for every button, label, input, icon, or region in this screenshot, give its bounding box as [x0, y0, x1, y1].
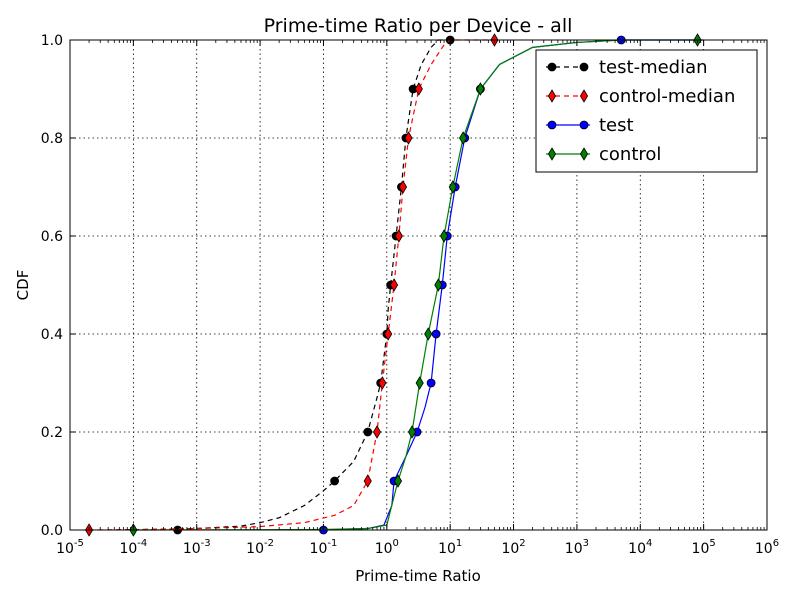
x-tick-label: 10-2 [246, 538, 274, 557]
x-axis-label: Prime-time Ratio [355, 567, 481, 585]
data-point-control [407, 425, 417, 439]
legend-marker-control-median [579, 89, 589, 103]
legend-marker-control [579, 147, 589, 161]
legend-marker-control-median [547, 89, 557, 103]
y-axis-label: CDF [14, 270, 32, 301]
data-point-control [424, 327, 433, 341]
legend-label-control: control [599, 144, 661, 165]
data-point-control-median [378, 376, 387, 390]
data-point-control [434, 278, 443, 292]
data-point-control [448, 180, 457, 194]
legend-marker-test [547, 120, 557, 130]
x-tick-label: 106 [755, 538, 779, 557]
data-point-control-median [372, 425, 382, 439]
y-tick-label: 0.8 [41, 131, 63, 147]
series-line-control-median [89, 39, 495, 531]
y-tick-label: 0.2 [41, 425, 63, 441]
y-tick-label: 0.4 [41, 327, 63, 343]
y-tick-label: 0.0 [41, 523, 63, 539]
data-point-control [476, 82, 485, 96]
axis-ticks: 10-5 10-4 10-3 10-2 10-1 100 101 102 103 104 105 10… [41, 33, 779, 557]
legend-marker-test-median [579, 62, 589, 72]
y-tick-label: 0.6 [41, 229, 63, 245]
plot-frame [69, 39, 768, 531]
x-tick-label: 10-5 [56, 538, 84, 557]
data-point-control [393, 474, 403, 488]
data-point-control-median [384, 327, 393, 341]
x-tick-label: 10-4 [119, 538, 147, 557]
data-point-test [431, 329, 441, 339]
data-point-test [426, 378, 436, 388]
chart-title: Prime-time Ratio per Device - all [264, 15, 573, 37]
y-tick-label: 1.0 [41, 33, 63, 49]
legend-box [535, 49, 758, 173]
legend-marker-test-median [547, 62, 557, 72]
data-point-test-median [363, 427, 373, 437]
data-point-control-median [394, 229, 403, 243]
data-point-control-median [414, 82, 423, 96]
data-point-control-median [404, 131, 413, 145]
x-tick-label: 10-3 [183, 538, 211, 557]
data-point-test-median [330, 476, 340, 486]
legend-marker-control [547, 147, 557, 161]
x-tick-label: 102 [501, 538, 525, 557]
data-point-control [415, 376, 424, 390]
legend-marker-test [579, 120, 589, 130]
x-tick-label: 10-1 [310, 538, 338, 557]
data-point-control [439, 229, 449, 243]
legend: test-median control-median test control [535, 49, 758, 173]
series-control-median [85, 33, 499, 537]
x-tick-label: 101 [438, 538, 462, 557]
legend-label-test-median: test-median [599, 57, 708, 78]
legend-label-control-median: control-median [599, 86, 735, 107]
data-point-control [459, 131, 468, 145]
x-tick-label: 103 [565, 538, 589, 557]
data-point-control-median [398, 180, 408, 194]
legend-label-test: test [599, 115, 634, 136]
x-tick-label: 105 [692, 538, 716, 557]
x-tick-label: 100 [375, 538, 399, 557]
data-point-control-median [389, 278, 399, 292]
x-tick-label: 104 [628, 538, 652, 557]
data-point-control-median [363, 474, 372, 488]
